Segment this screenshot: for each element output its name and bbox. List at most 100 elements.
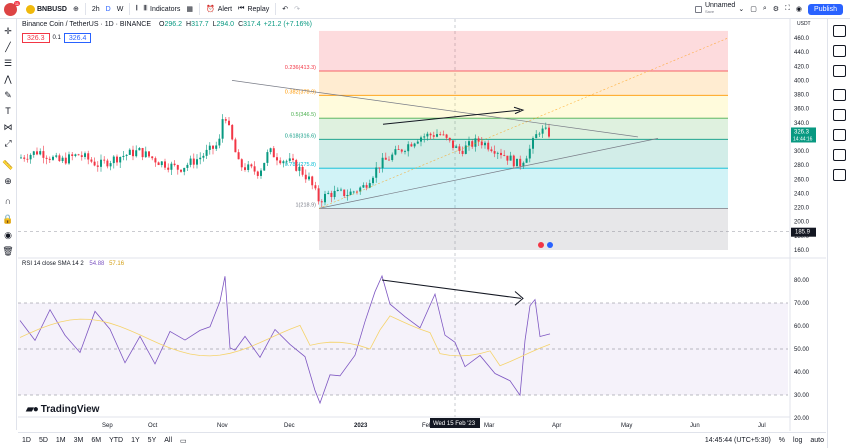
calendar-icon[interactable] — [833, 89, 846, 101]
redo-button[interactable]: ↷ — [291, 0, 303, 19]
candle-body — [55, 155, 58, 157]
ask-button[interactable]: 326.4 — [63, 33, 92, 43]
candle-body — [192, 158, 195, 165]
candle-body — [327, 192, 330, 194]
node-icon[interactable]: ⋈ — [3, 122, 13, 132]
interval-2h[interactable]: 2h — [91, 5, 100, 13]
templates-button[interactable]: ▦ — [183, 0, 196, 19]
candle-body — [215, 145, 218, 149]
help-icon[interactable] — [833, 149, 846, 161]
date-range-icon[interactable]: ▭ — [180, 437, 187, 445]
candle-body — [39, 151, 42, 155]
candle-body — [439, 134, 442, 135]
fullscreen-button[interactable]: ⛶ — [782, 0, 793, 19]
trendline-icon[interactable]: ╱ — [5, 42, 11, 52]
ruler-icon[interactable]: 📏 — [2, 160, 14, 170]
bnb-coin-icon — [26, 4, 35, 14]
auto-toggle[interactable]: auto — [810, 437, 824, 444]
alert-button[interactable]: ⏰ Alert — [206, 5, 233, 14]
brush-icon[interactable]: ✎ — [4, 90, 12, 100]
news-icon[interactable] — [833, 65, 846, 77]
range-6m[interactable]: 6M — [91, 437, 102, 444]
interval-w[interactable]: W — [116, 5, 124, 13]
measure-icon[interactable]: ⤢ — [4, 138, 12, 148]
candle-body — [45, 157, 48, 159]
fib-retracement[interactable]: 0.236(413.3) 0.382(378.9) 0.5(346.5) 0.618(… — [285, 30, 728, 250]
chart-area[interactable]: 0.236(413.3) 0.382(378.9) 0.5(346.5) 0.618(… — [18, 19, 826, 431]
range-5d[interactable]: 5D — [38, 437, 48, 444]
candle-body — [32, 151, 35, 155]
layout-button[interactable]: ▢ — [747, 0, 760, 19]
candle-body — [42, 151, 45, 158]
zoom-icon[interactable]: ⊕ — [4, 176, 12, 186]
watchlist-icon[interactable] — [833, 25, 846, 37]
crosshair-date-label: Wed 15 Feb '23 — [433, 421, 476, 427]
percent-toggle[interactable]: % — [778, 437, 786, 444]
log-toggle[interactable]: log — [793, 437, 803, 444]
indicators-button[interactable]: 𝄃𝄃 Indicators — [143, 5, 181, 13]
rsi-tick-label: 70.00 — [794, 301, 810, 307]
symbol-search-button[interactable]: BNBUSD — [23, 0, 70, 19]
candle-body — [394, 149, 397, 155]
top-toolbar: 11 BNBUSD ⊕ 2h D W 𝄃 𝄃𝄃 Indicators ▦ ⏰ Ale… — [0, 0, 850, 19]
arrow-head-icon — [513, 106, 525, 115]
undo-button[interactable]: ↶ — [279, 0, 291, 19]
range-5y[interactable]: 5Y — [147, 437, 157, 444]
notifications-icon[interactable] — [833, 169, 846, 181]
chat-icon[interactable] — [833, 129, 846, 141]
compare-button[interactable]: ⊕ — [70, 0, 82, 19]
candle-body — [80, 155, 83, 157]
settings-button[interactable]: ⚙ — [770, 0, 782, 19]
current-price-tag — [791, 127, 816, 143]
candle-body — [397, 149, 400, 150]
candle-body — [538, 133, 541, 135]
range-ytd[interactable]: YTD — [109, 437, 124, 444]
trendline-drawings[interactable] — [231, 37, 729, 249]
magnet-icon[interactable]: ∩ — [4, 196, 12, 206]
snapshot-button[interactable]: ◉ — [793, 0, 805, 19]
range-all[interactable]: All — [164, 437, 173, 444]
user-avatar[interactable]: 11 — [4, 0, 20, 16]
range-1y[interactable]: 1Y — [131, 437, 140, 444]
candle-body — [189, 158, 192, 165]
layout-checkbox[interactable] — [694, 5, 702, 13]
bid-button[interactable]: 326.3 — [22, 33, 50, 43]
candle-body — [77, 154, 80, 156]
trash-icon[interactable]: 🗑 — [2, 246, 14, 256]
change-value: +21.2 (+7.16%) — [263, 21, 312, 28]
ideas-icon[interactable] — [833, 109, 846, 121]
candle-body — [314, 185, 317, 189]
lock-icon[interactable]: 🔒 — [2, 214, 14, 224]
candle-body — [532, 138, 534, 149]
spread-value: 0.1 — [52, 35, 61, 41]
candle-body — [298, 166, 301, 171]
price-tick-label: 440.0 — [794, 50, 810, 56]
eye-icon[interactable]: ◉ — [4, 230, 12, 240]
candle-body — [404, 151, 406, 153]
range-1d[interactable]: 1D — [22, 437, 31, 444]
candle-body — [349, 191, 352, 195]
pattern-icon[interactable]: ⋀ — [4, 74, 12, 84]
candle-body — [256, 171, 259, 176]
text-icon[interactable]: T — [5, 106, 11, 116]
price-tick-label: 200.0 — [794, 220, 810, 226]
layout-name-button[interactable]: Unnamed Save ⌄ — [692, 0, 747, 19]
range-3m[interactable]: 3M — [73, 437, 84, 444]
candle-body — [301, 166, 304, 175]
candle-body — [528, 148, 531, 159]
candle-body — [458, 146, 461, 151]
alerts-icon[interactable] — [833, 45, 846, 57]
clock-label[interactable]: 14:45:44 (UTC+5:30) — [704, 437, 771, 444]
candle-body — [260, 170, 262, 176]
chart-type-button[interactable]: 𝄃 — [133, 0, 141, 19]
time-tick-label: Dec — [284, 423, 295, 429]
fib-icon[interactable]: ☰ — [3, 58, 13, 68]
range-1m[interactable]: 1M — [55, 437, 66, 444]
search-button[interactable]: ⌕ — [760, 0, 770, 19]
replay-button[interactable]: ⏮ Replay — [238, 5, 270, 13]
price-tick-label: 180.0 — [794, 234, 810, 240]
time-tick-label: Jul — [758, 423, 766, 429]
interval-d[interactable]: D — [105, 5, 111, 13]
crosshair-icon[interactable]: ✛ — [4, 26, 12, 36]
publish-button[interactable]: Publish — [808, 3, 843, 15]
